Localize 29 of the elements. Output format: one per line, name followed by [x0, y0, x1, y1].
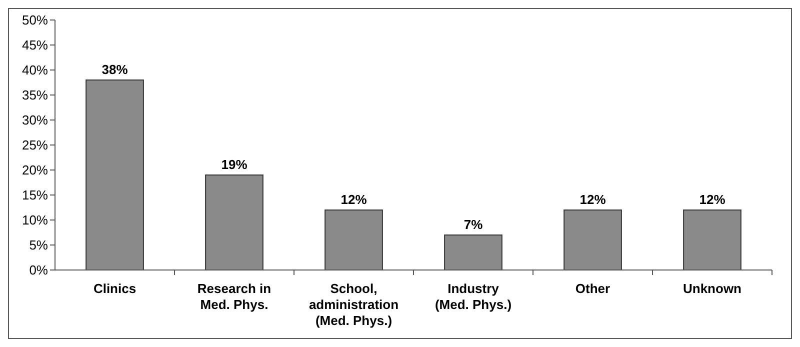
bar — [86, 80, 144, 270]
data-label: 7% — [464, 217, 484, 232]
x-tick-label: Clinics — [93, 281, 136, 296]
y-tick-label: 20% — [22, 162, 48, 178]
bar — [564, 210, 622, 270]
x-tick-label: School, administration (Med. Phys.) — [308, 281, 399, 328]
y-tick-label: 0% — [29, 262, 48, 278]
x-tick-label: Other — [575, 281, 610, 296]
bar — [324, 210, 383, 270]
y-tick-label: 35% — [22, 88, 48, 103]
x-tick-label: Research in Med. Phys. — [197, 281, 272, 312]
y-tick-label: 10% — [22, 212, 48, 228]
data-label: 12% — [580, 192, 606, 207]
y-tick-label: 40% — [22, 62, 48, 78]
y-tick-label: 5% — [29, 238, 48, 253]
y-tick-label: 45% — [22, 38, 48, 53]
bar — [205, 174, 264, 270]
data-label: 38% — [102, 62, 128, 77]
y-tick-label: 15% — [22, 188, 48, 203]
x-tick-label: Industry (Med. Phys.) — [434, 281, 512, 312]
data-label: 12% — [340, 192, 368, 207]
data-label: 19% — [221, 157, 248, 172]
bar — [683, 210, 742, 270]
bar — [444, 234, 502, 270]
x-tick-label: Unknown — [683, 281, 742, 296]
y-tick-label: 25% — [22, 138, 48, 153]
data-label: 12% — [699, 192, 726, 207]
y-tick-label: 50% — [22, 12, 48, 28]
y-tick-label: 30% — [22, 112, 48, 128]
